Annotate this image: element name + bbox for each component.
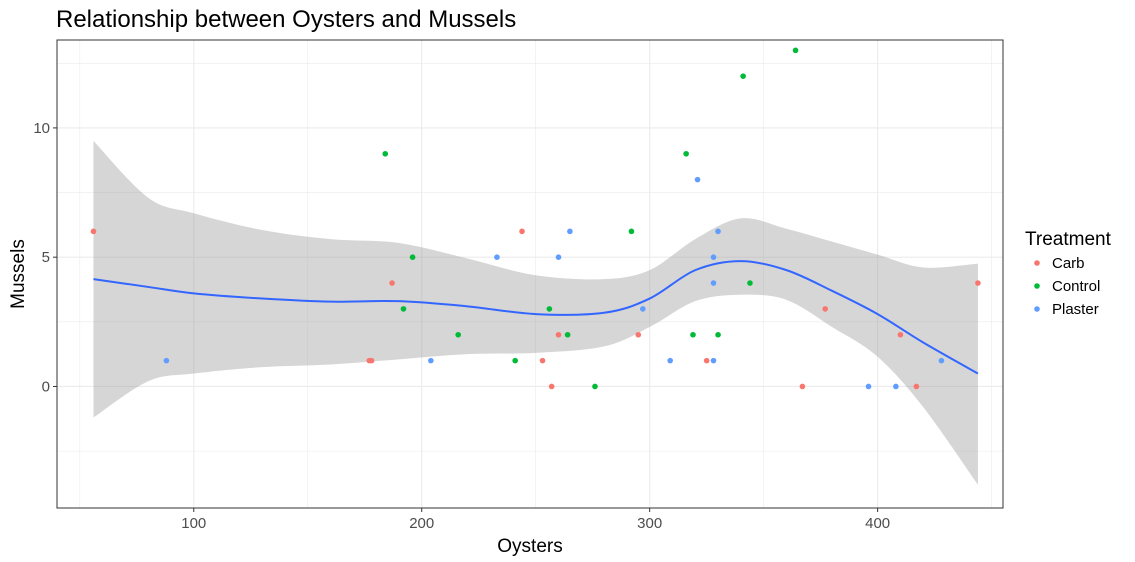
point-carb [90,228,97,235]
point-plaster [710,357,717,364]
point-control [740,73,746,79]
point-control [512,357,518,364]
point-carb [548,383,555,390]
point-control [715,331,721,338]
point-plaster [667,357,673,364]
smooth-line [93,260,979,375]
plot-border [56,39,1004,509]
legend-title: Treatment [1025,229,1112,250]
point-control [546,306,553,312]
point-carb [519,228,525,235]
point-plaster [710,280,717,286]
x-tick-label: 200 [409,515,434,532]
point-carb [555,331,562,338]
confidence-band-area [93,140,978,485]
y-tick-label: 10 [33,120,50,137]
smooth-line-layer [93,260,979,375]
plot-panel [57,40,1003,508]
point-plaster [893,383,899,390]
x-axis-ticks: 100 200 300 400 [181,508,890,532]
point-control [747,280,753,286]
x-tick-label: 400 [865,515,890,532]
point-carb [897,331,904,338]
point-carb [913,383,920,390]
point-carb [635,331,642,338]
point-plaster [640,306,646,312]
point-plaster [494,254,500,260]
point-carb [799,383,806,390]
y-tick-label: 5 [42,249,50,266]
legend-label-control: Control [1052,278,1100,295]
x-tick-label: 100 [181,515,206,532]
minor-gridlines [57,40,1003,508]
point-plaster [567,228,573,235]
legend-marker-plaster [1034,306,1040,312]
legend-label-carb: Carb [1052,255,1085,272]
x-tick-label: 300 [637,515,662,532]
point-carb [539,357,546,364]
point-control [592,383,598,390]
confidence-band [93,140,978,485]
legend-label-plaster: Plaster [1052,301,1099,318]
point-plaster [163,357,170,364]
point-control [690,331,696,338]
point-carb [368,357,375,364]
point-plaster [715,228,721,235]
point-plaster [710,254,717,260]
point-carb [822,306,828,312]
point-control [455,331,461,338]
point-plaster [938,357,945,364]
major-gridlines [57,40,1003,508]
y-axis-ticks: 0 5 10 [33,120,57,395]
point-control [400,306,407,312]
point-plaster [694,176,701,183]
legend-marker-carb [1034,260,1040,266]
point-control [564,331,571,338]
point-control [382,150,389,157]
legend: Treatment Carb Control Plaster [1025,229,1112,318]
point-plaster [865,383,872,390]
point-carb [975,280,981,286]
x-axis-title: Oysters [497,536,562,557]
y-axis-title: Mussels [8,239,29,309]
point-plaster [555,254,562,260]
point-control [792,47,799,54]
point-carb [389,280,395,286]
point-control [628,228,635,235]
point-plaster [428,357,434,364]
chart-title: Relationship between Oysters and Mussels [56,6,516,33]
point-control [409,254,416,260]
legend-items: Carb Control Plaster [1034,255,1100,318]
points-layer [90,47,981,390]
y-tick-label: 0 [42,378,50,395]
legend-marker-control [1034,283,1040,289]
point-control [683,150,689,157]
point-carb [703,357,710,364]
